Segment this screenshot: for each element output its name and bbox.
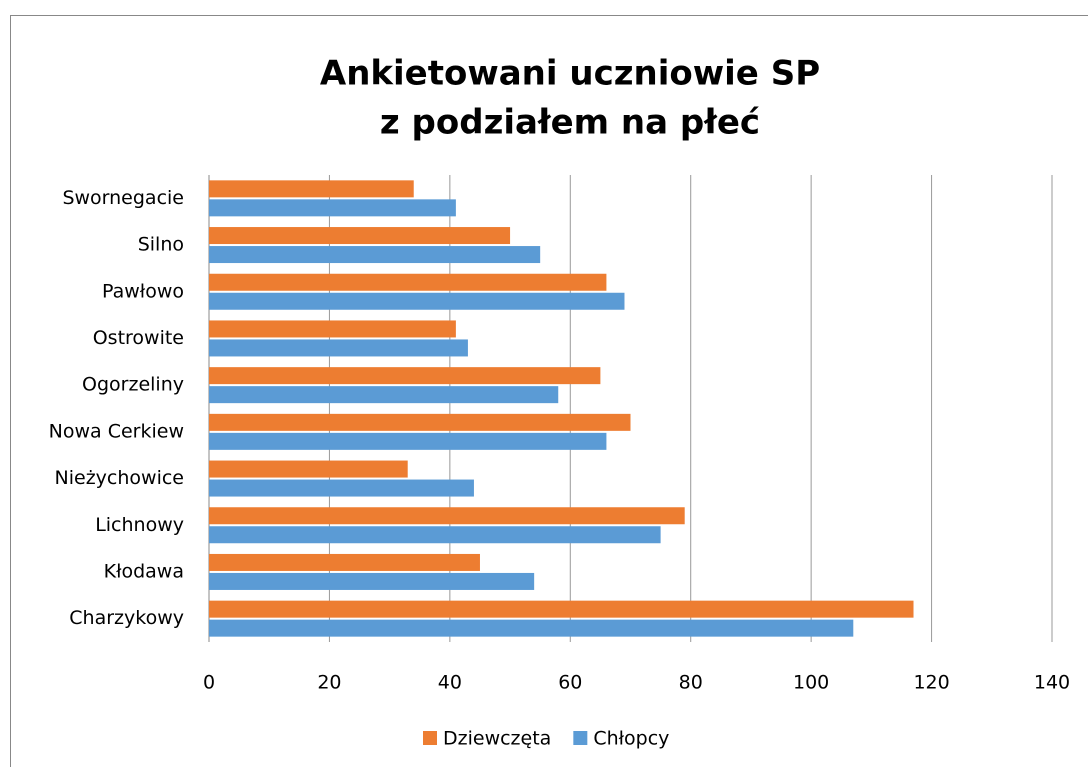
bar: [209, 600, 914, 618]
x-tick-label: 120: [913, 672, 949, 694]
bar: [209, 479, 474, 497]
x-tick-label: 0: [203, 672, 215, 694]
y-tick-label: Silno: [138, 234, 184, 256]
legend-swatch: [423, 731, 437, 745]
bar: [209, 367, 601, 385]
bar: [209, 292, 625, 310]
y-tick-label: Nowa Cerkiew: [49, 420, 184, 442]
x-tick-label: 60: [558, 672, 582, 694]
bar: [209, 413, 631, 431]
legend-label: Dziewczęta: [443, 728, 551, 750]
bar: [209, 273, 607, 291]
bar: [209, 507, 685, 525]
bar: [209, 432, 607, 450]
x-tick-label: 20: [317, 672, 341, 694]
chart-title: Ankietowani uczniowie SP: [320, 54, 820, 94]
bar: [209, 619, 854, 637]
bar: [209, 386, 559, 404]
chart-title: z podziałem na płeć: [380, 103, 760, 143]
bar: [209, 526, 661, 544]
x-tick-label: 100: [793, 672, 829, 694]
legend-swatch: [573, 731, 588, 745]
bar: [209, 460, 408, 478]
bar: [209, 339, 468, 357]
y-tick-label: Ostrowite: [93, 327, 184, 349]
bar: [209, 553, 480, 571]
y-tick-label: Charzykowy: [69, 607, 184, 629]
x-tick-label: 80: [679, 672, 703, 694]
bar: [209, 572, 535, 590]
x-tick-label: 140: [1034, 672, 1070, 694]
y-tick-label: Ogorzeliny: [82, 374, 184, 396]
legend-label: Chłopcy: [593, 728, 669, 750]
bar: [209, 320, 456, 338]
y-tick-label: Nieżychowice: [55, 467, 184, 489]
bar: [209, 227, 511, 245]
y-tick-label: Pawłowo: [102, 280, 184, 302]
y-tick-label: Swornegacie: [62, 187, 184, 209]
bar: [209, 180, 414, 198]
bar: [209, 199, 456, 217]
bar: [209, 246, 541, 264]
y-tick-label: Lichnowy: [95, 514, 184, 536]
x-tick-label: 40: [438, 672, 462, 694]
y-tick-label: Kłodawa: [104, 560, 184, 582]
